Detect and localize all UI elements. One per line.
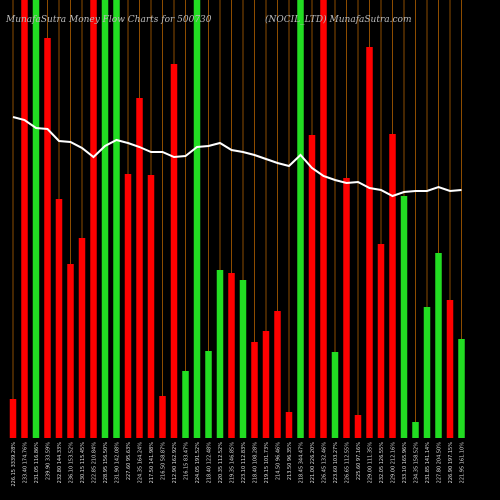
- x-tick-label: 218.40 122.48%: [207, 442, 213, 484]
- bar: [228, 273, 235, 438]
- x-tick-label: 224.05 191.52%: [195, 442, 201, 484]
- x-tick-label: 231.90 142.08%: [115, 442, 121, 484]
- bar: [182, 371, 189, 438]
- x-tick-label: 231.85 141.14%: [425, 442, 431, 484]
- bar: [343, 178, 350, 438]
- x-tick-label: 223.10 112.83%: [241, 442, 247, 484]
- x-tick-label: 219.15 101.73%: [264, 442, 270, 484]
- bar: [205, 351, 212, 438]
- chart-title: MunafaSutra Money Flow Charts for 500730: [5, 15, 212, 25]
- bar: [320, 0, 327, 438]
- x-tick-label: 236.10 153.52%: [69, 442, 75, 484]
- bar: [458, 339, 465, 438]
- chart-subtitle: (NOCIL_LTD) MunafaSutra.com: [265, 14, 412, 25]
- bar: [101, 0, 109, 438]
- bar: [308, 135, 316, 438]
- bar: [216, 270, 224, 438]
- x-tick-label: 218.45 344.47%: [299, 442, 305, 484]
- x-tick-label: 225.60 97.16%: [356, 442, 362, 480]
- bar: [239, 280, 247, 438]
- x-tick-label: 220.35 112.52%: [218, 442, 224, 484]
- bar: [251, 342, 258, 438]
- x-tick-label: 216.50 58.87%: [161, 442, 167, 480]
- x-tick-label: 212.90 162.92%: [172, 442, 178, 484]
- x-tick-label: 216.15 83.47%: [184, 442, 190, 480]
- x-tick-label: 221.95 161.10%: [460, 442, 466, 484]
- bar: [366, 47, 373, 438]
- bar: [400, 196, 408, 438]
- x-tick-label: 239.90 33.59%: [46, 442, 52, 480]
- x-tick-label: 213.50 96.35%: [287, 442, 293, 480]
- bar: [113, 0, 120, 438]
- x-tick-label: 234.35 158.52%: [414, 442, 420, 484]
- x-tick-label: 218.40 108.28%: [253, 442, 259, 484]
- x-tick-label: 223.60 103.27%: [333, 442, 339, 484]
- x-tick-label: 226.90 197.15%: [448, 442, 454, 484]
- x-tick-label: 214.50 96.46%: [276, 442, 282, 480]
- x-tick-label: 222.85 210.84%: [92, 442, 98, 484]
- bar: [21, 0, 28, 438]
- bars: [9, 0, 465, 438]
- x-tick-label: 227.80 204.50%: [437, 442, 443, 484]
- x-tick-label: 232.05 126.55%: [379, 442, 385, 484]
- x-tick-label: 227.60 95.63%: [126, 442, 132, 480]
- labels: 226.15 3339.28% 233.40 174.76% 231.05 116.…: [11, 442, 466, 487]
- x-tick-label: 224.35 164.24%: [138, 442, 144, 484]
- x-tick-label: 226.15 3339.28%: [11, 442, 17, 487]
- x-tick-label: 231.05 116.86%: [34, 442, 40, 484]
- bar: [331, 352, 339, 438]
- bar: [446, 300, 454, 438]
- x-tick-label: 228.95 156.50%: [103, 442, 109, 484]
- average-line: [12, 116, 462, 198]
- x-tick-label: 221.00 226.20%: [310, 442, 316, 484]
- bar: [136, 98, 143, 438]
- x-tick-label: 217.50 141.98%: [149, 442, 155, 484]
- x-tick-label: 219.35 146.85%: [230, 442, 236, 484]
- bar: [55, 199, 63, 438]
- bar: [297, 0, 304, 438]
- bar: [78, 238, 86, 438]
- bar: [412, 422, 419, 438]
- bar: [423, 307, 431, 438]
- x-tick-label: 232.80 144.33%: [57, 442, 63, 484]
- bar: [193, 0, 201, 438]
- bar: [159, 396, 166, 438]
- bar: [274, 311, 281, 438]
- bar: [147, 175, 155, 438]
- bar: [170, 64, 178, 438]
- bar: [354, 415, 362, 438]
- x-tick-label: 229.00 212.16%: [391, 442, 397, 484]
- bar: [377, 244, 385, 438]
- bar: [262, 331, 270, 438]
- x-tick-label: 233.10 165.96%: [402, 442, 408, 484]
- bar: [285, 412, 293, 438]
- bar: [435, 253, 442, 438]
- x-tick-label: 230.15 115.45%: [80, 442, 86, 484]
- bar: [67, 264, 74, 438]
- bar: [124, 174, 132, 438]
- bar: [9, 399, 17, 438]
- bar: [389, 134, 396, 438]
- x-tick-label: 229.00 111.35%: [368, 442, 374, 484]
- bar: [44, 38, 51, 438]
- x-tick-label: 226.45 132.46%: [322, 442, 328, 484]
- x-tick-label: 226.65 112.55%: [345, 442, 351, 484]
- bar: [32, 0, 40, 438]
- bar: [90, 0, 97, 438]
- x-tick-label: 233.40 174.76%: [23, 442, 29, 484]
